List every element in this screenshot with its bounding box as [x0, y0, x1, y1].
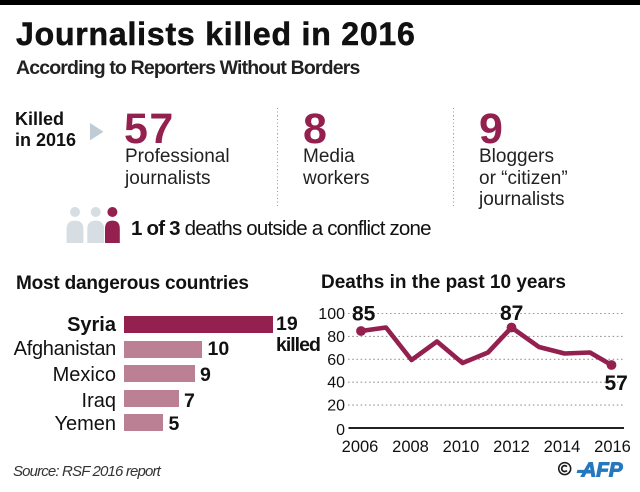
svg-text:2006: 2006	[342, 438, 379, 456]
svg-text:100: 100	[318, 306, 345, 323]
svg-text:2014: 2014	[544, 438, 581, 456]
svg-text:80: 80	[327, 329, 345, 346]
svg-text:60: 60	[327, 352, 345, 369]
svg-text:0: 0	[336, 422, 345, 439]
svg-text:85: 85	[352, 303, 376, 326]
svg-text:AFP: AFP	[581, 458, 623, 481]
svg-text:87: 87	[500, 302, 523, 325]
svg-text:2010: 2010	[443, 438, 480, 456]
svg-text:20: 20	[327, 398, 345, 415]
svg-text:2012: 2012	[493, 438, 530, 456]
svg-text:2016: 2016	[594, 438, 631, 456]
svg-text:2008: 2008	[392, 438, 429, 456]
svg-text:40: 40	[327, 375, 345, 392]
svg-text:57: 57	[605, 372, 628, 395]
